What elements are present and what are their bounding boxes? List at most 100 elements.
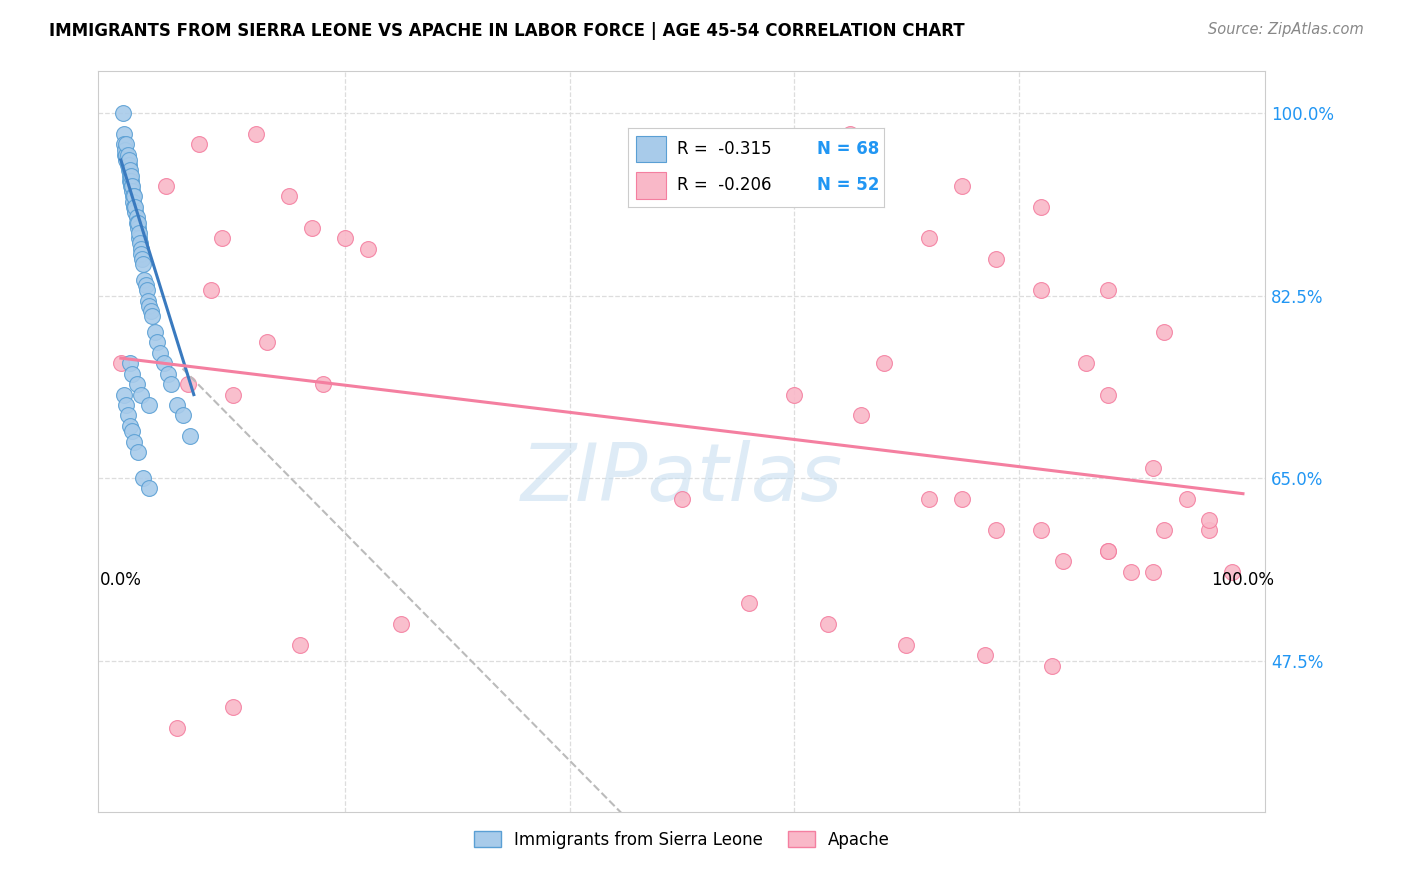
Point [1097,544,1119,558]
Point [118,356,141,370]
Point [125,377,148,392]
Point [1029,283,1052,297]
Point [121,367,143,381]
Point [114,143,136,157]
Point [1097,387,1119,401]
Bar [636,136,666,162]
Point [312,377,335,392]
Point [124,205,146,219]
Point [141,304,163,318]
Point [115,137,138,152]
Point [129,236,152,251]
Point [952,179,974,194]
Point [124,200,146,214]
Point [738,596,761,610]
Point [141,310,163,324]
Text: ZIPatlas: ZIPatlas [520,440,844,517]
Legend: Immigrants from Sierra Leone, Apache: Immigrants from Sierra Leone, Apache [467,824,897,855]
Point [1097,283,1119,297]
Point [952,491,974,506]
Point [138,398,160,412]
Point [851,409,873,423]
Point [172,409,194,423]
Point [146,335,169,350]
Point [136,293,159,308]
Point [1040,658,1063,673]
Point [1153,325,1175,339]
Point [200,283,222,297]
Point [124,189,146,203]
Point [143,325,166,339]
Point [128,226,150,240]
Point [155,179,177,194]
Point [1052,554,1074,568]
Point [120,174,142,188]
Point [1074,356,1097,370]
Point [138,482,160,496]
Point [256,335,278,350]
Point [918,231,941,245]
Point [301,220,323,235]
Point [118,158,141,172]
Point [112,387,135,401]
Point [1175,491,1198,506]
Text: R =  -0.206: R = -0.206 [676,177,770,194]
Text: IMMIGRANTS FROM SIERRA LEONE VS APACHE IN LABOR FORCE | AGE 45-54 CORRELATION CH: IMMIGRANTS FROM SIERRA LEONE VS APACHE I… [49,22,965,40]
Point [357,242,380,256]
Point [1142,460,1164,475]
Point [122,189,145,203]
Point [817,617,839,632]
Point [389,617,412,632]
Point [124,200,146,214]
Point [1119,565,1142,579]
Text: 0.0%: 0.0% [100,571,142,589]
Point [278,189,301,203]
Point [188,137,211,152]
Point [132,471,155,485]
Point [973,648,995,663]
Point [125,216,148,230]
Point [115,148,138,162]
Point [124,434,146,449]
Text: R =  -0.315: R = -0.315 [676,140,772,158]
Point [128,231,150,245]
Point [118,418,141,433]
Point [335,231,357,245]
Point [132,257,155,271]
Bar [636,172,666,199]
Point [179,429,201,443]
Point [1029,200,1052,214]
Point [222,700,245,714]
Point [984,523,1007,537]
Point [127,220,149,235]
Point [290,638,312,652]
Point [177,377,200,392]
Point [115,398,138,412]
Point [112,127,135,141]
Point [1198,513,1220,527]
Point [121,184,143,198]
Point [129,387,152,401]
Point [245,127,267,141]
Point [1198,523,1220,537]
Point [1142,565,1164,579]
Point [118,174,141,188]
Point [112,106,135,120]
Point [138,299,160,313]
Point [211,231,233,245]
Point [156,367,179,381]
Point [166,721,188,735]
Point [122,194,145,209]
Text: N = 68: N = 68 [817,140,880,158]
Point [117,409,139,423]
Point [131,252,153,266]
Point [114,148,136,162]
Point [1097,544,1119,558]
Point [896,638,918,652]
Point [166,398,188,412]
Point [129,247,152,261]
Point [1220,565,1243,579]
Point [115,153,138,167]
Point [127,216,149,230]
Point [121,179,143,194]
